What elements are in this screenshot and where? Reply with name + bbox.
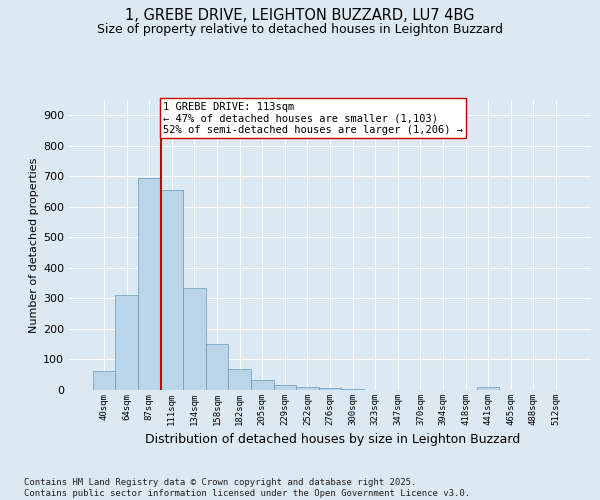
Y-axis label: Number of detached properties: Number of detached properties (29, 158, 39, 332)
Text: 1, GREBE DRIVE, LEIGHTON BUZZARD, LU7 4BG: 1, GREBE DRIVE, LEIGHTON BUZZARD, LU7 4B… (125, 8, 475, 22)
Bar (161, 190, 183, 390)
Bar (341, 389, 364, 390)
Bar (206, 344, 229, 390)
Bar (274, 384, 296, 390)
Bar (319, 388, 341, 390)
Bar (115, 295, 138, 390)
Bar (251, 380, 274, 390)
Bar (229, 369, 251, 390)
Bar (138, 178, 161, 390)
Text: 1 GREBE DRIVE: 113sqm
← 47% of detached houses are smaller (1,103)
52% of semi-d: 1 GREBE DRIVE: 113sqm ← 47% of detached … (163, 102, 463, 134)
Text: Size of property relative to detached houses in Leighton Buzzard: Size of property relative to detached ho… (97, 22, 503, 36)
Text: Contains HM Land Registry data © Crown copyright and database right 2025.
Contai: Contains HM Land Registry data © Crown c… (24, 478, 470, 498)
Text: Distribution of detached houses by size in Leighton Buzzard: Distribution of detached houses by size … (145, 432, 521, 446)
Bar (296, 387, 319, 390)
Bar (183, 288, 206, 390)
Bar (93, 371, 115, 390)
Bar (477, 387, 499, 390)
